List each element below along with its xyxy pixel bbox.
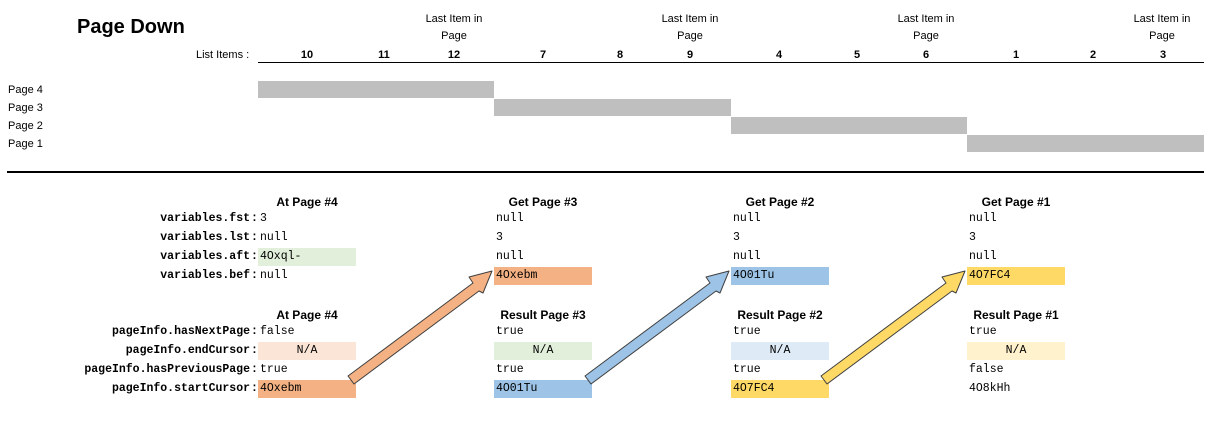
section-3-lst: 3: [733, 231, 740, 244]
list-item-number: 8: [616, 49, 624, 61]
section-2-has-prev: true: [496, 363, 524, 376]
list-items-label: List Items :: [196, 49, 250, 61]
blue-arrow: [584, 270, 730, 385]
section-1-aft: 4Oxql-: [258, 248, 356, 266]
section-1-lst: null: [260, 231, 288, 244]
column-header: Last Item in Page: [414, 11, 494, 45]
section-4-var-header: Get Page #1: [981, 195, 1051, 209]
list-item-number: 5: [853, 49, 861, 61]
colon: :: [251, 269, 258, 282]
page-label: Page 2: [8, 120, 43, 132]
section-3-fst: null: [733, 212, 761, 225]
column-header-line2: Page: [441, 30, 467, 42]
section-4-end-cursor: N/A: [967, 342, 1065, 360]
section-4-start-cursor: 4O8kHh: [969, 382, 1011, 395]
colon: :: [251, 325, 258, 338]
column-header-line2: Page: [1149, 30, 1175, 42]
section-2-var-header: Get Page #3: [508, 195, 578, 209]
list-item-number: 7: [539, 49, 547, 61]
column-header-line1: Last Item in: [425, 13, 483, 25]
section-1-has-prev: true: [260, 363, 288, 376]
list-item-number: 3: [1159, 49, 1167, 61]
list-item-number: 4: [775, 49, 783, 61]
colon: :: [251, 250, 258, 263]
page-label: Page 1: [8, 138, 43, 150]
column-header-line2: Page: [913, 30, 939, 42]
column-header: Last Item in Page: [1122, 11, 1202, 45]
list-item-number: 1: [1012, 49, 1020, 61]
column-header: Last Item in Page: [650, 11, 730, 45]
yellow-arrow: [820, 270, 966, 385]
column-header-line2: Page: [677, 30, 703, 42]
section-1-bef: null: [260, 269, 288, 282]
list-item-number: 10: [300, 49, 314, 61]
var-label-bef: variables.bef: [160, 269, 250, 282]
section-3-bef: 4O01Tu: [731, 267, 829, 285]
page-2-bar: [731, 117, 967, 134]
orange-arrow: [347, 270, 493, 385]
page-label: Page 4: [8, 84, 43, 96]
section-1-end-cursor: N/A: [258, 342, 356, 360]
colon: :: [251, 344, 258, 357]
colon: :: [251, 212, 258, 225]
list-items-underline: [258, 62, 1204, 63]
section-3-start-cursor: 4O7FC4: [731, 380, 829, 398]
section-4-info-header: Result Page #1: [973, 308, 1059, 322]
colon: :: [251, 382, 258, 395]
list-item-number: 2: [1089, 49, 1097, 61]
section-1-fst: 3: [260, 212, 267, 225]
list-item-number: 6: [922, 49, 930, 61]
var-label-aft: variables.aft: [160, 250, 250, 263]
page-3-bar: [494, 99, 731, 116]
section-3-has-prev: true: [733, 363, 761, 376]
page-title: Page Down: [77, 16, 185, 38]
section-2-end-cursor: N/A: [494, 342, 592, 360]
section-2-bef: 4Oxebm: [494, 267, 592, 285]
column-header-line1: Last Item in: [1133, 13, 1191, 25]
section-1-info-header: At Page #4: [276, 308, 338, 322]
section-3-var-header: Get Page #2: [745, 195, 815, 209]
section-2-info-header: Result Page #3: [500, 308, 586, 322]
section-4-fst: null: [969, 212, 997, 225]
section-4-has-next: true: [969, 325, 997, 338]
section-3-info-header: Result Page #2: [737, 308, 823, 322]
info-label-has-prev: pageInfo.hasPreviousPage: [84, 363, 250, 376]
section-1-var-header: At Page #4: [276, 195, 338, 209]
section-4-bef: 4O7FC4: [967, 267, 1065, 285]
section-3-end-cursor: N/A: [731, 342, 829, 360]
section-2-fst: null: [496, 212, 524, 225]
column-header: Last Item in Page: [886, 11, 966, 45]
section-3-has-next: true: [733, 325, 761, 338]
section-4-lst: 3: [969, 231, 976, 244]
section-1-has-next: false: [260, 325, 295, 338]
section-2-lst: 3: [496, 231, 503, 244]
section-1-start-cursor: 4Oxebm: [258, 380, 356, 398]
colon: :: [251, 231, 258, 244]
var-label-lst: variables.lst: [160, 231, 250, 244]
section-2-has-next: true: [496, 325, 524, 338]
colon: :: [251, 363, 258, 376]
var-label-fst: variables.fst: [160, 212, 250, 225]
page-4-bar: [258, 81, 494, 98]
section-4-has-prev: false: [969, 363, 1004, 376]
section-2-start-cursor: 4O01Tu: [494, 380, 592, 398]
list-item-number: 9: [686, 49, 694, 61]
section-3-aft: null: [733, 250, 761, 263]
section-divider: [7, 171, 1204, 173]
info-label-has-next: pageInfo.hasNextPage: [111, 325, 250, 338]
column-header-line1: Last Item in: [661, 13, 719, 25]
info-label-end-cursor: pageInfo.endCursor: [125, 344, 250, 357]
column-header-line1: Last Item in: [897, 13, 955, 25]
section-4-aft: null: [969, 250, 997, 263]
list-item-number: 11: [378, 49, 390, 61]
page-label: Page 3: [8, 102, 43, 114]
list-item-number: 12: [447, 49, 461, 61]
info-label-start-cursor: pageInfo.startCursor: [111, 382, 250, 395]
section-2-aft: null: [496, 250, 524, 263]
page-1-bar: [967, 135, 1204, 152]
